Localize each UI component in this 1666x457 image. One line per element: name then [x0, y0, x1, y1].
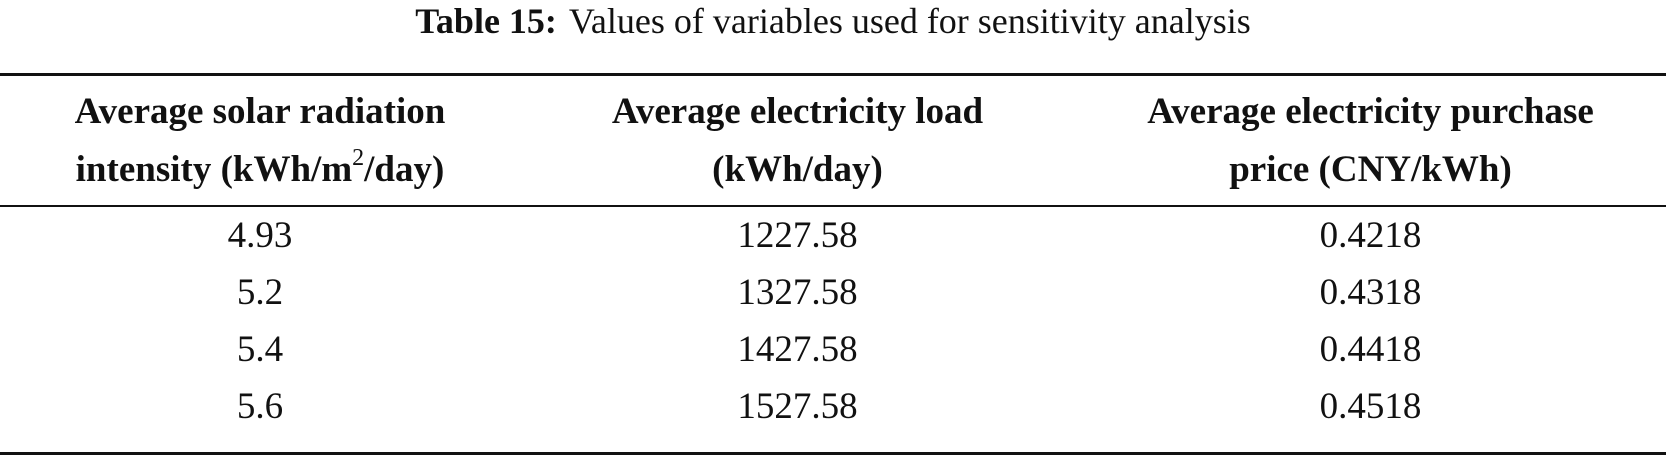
table-row: 5.2 1327.58 0.4318	[0, 264, 1666, 321]
table-cell: 1227.58	[737, 215, 858, 256]
table-caption-text: Values of variables used for sensitivity…	[568, 1, 1251, 41]
column-header-line: Average electricity load	[611, 90, 984, 132]
table-row: 5.4 1427.58 0.4418	[0, 321, 1666, 378]
table-cell: 5.6	[236, 386, 284, 427]
column-header-line: price (CNY/kWh)	[1229, 148, 1512, 190]
table-cell: 1327.58	[737, 272, 858, 313]
table-row: 4.93 1227.58 0.4218	[0, 205, 1666, 264]
column-header-line: Average solar radiation	[74, 90, 446, 132]
column-header-line: (kWh/day)	[712, 148, 883, 190]
table-header-row: Average solar radiation intensity (kWh/m…	[0, 76, 1666, 205]
table-caption: Table 15: Values of variables used for se…	[0, 0, 1666, 50]
table-cell: 5.4	[236, 329, 284, 370]
table-cell: 4.93	[227, 215, 293, 256]
table-row: 5.6 1527.58 0.4518	[0, 378, 1666, 435]
column-header-solar-radiation: Average solar radiation intensity (kWh/m…	[0, 76, 520, 205]
column-header-text: /day)	[364, 148, 445, 190]
table-cell: 1427.58	[737, 329, 858, 370]
table-cell: 5.2	[236, 272, 284, 313]
table-cell: 0.4418	[1319, 329, 1422, 370]
table-caption-label: Table 15:	[415, 1, 557, 41]
table-header-rule	[0, 205, 1666, 207]
table-cell: 1527.58	[737, 386, 858, 427]
sensitivity-variables-table: Average solar radiation intensity (kWh/m…	[0, 76, 1666, 435]
column-header-electricity-load: Average electricity load (kWh/day)	[520, 76, 1075, 205]
table-cell: 0.4518	[1319, 386, 1422, 427]
table-bottom-rule	[0, 452, 1666, 455]
column-header-purchase-price: Average electricity purchase price (CNY/…	[1075, 76, 1666, 205]
table-cell: 0.4318	[1319, 272, 1422, 313]
column-header-text: intensity (kWh/m	[75, 148, 353, 190]
table-top-rule	[0, 73, 1666, 76]
superscript: 2	[352, 145, 365, 172]
column-header-line: intensity (kWh/m2/day)	[0, 141, 520, 199]
column-header-line: Average electricity purchase	[1147, 90, 1594, 132]
table-cell: 0.4218	[1319, 215, 1422, 256]
